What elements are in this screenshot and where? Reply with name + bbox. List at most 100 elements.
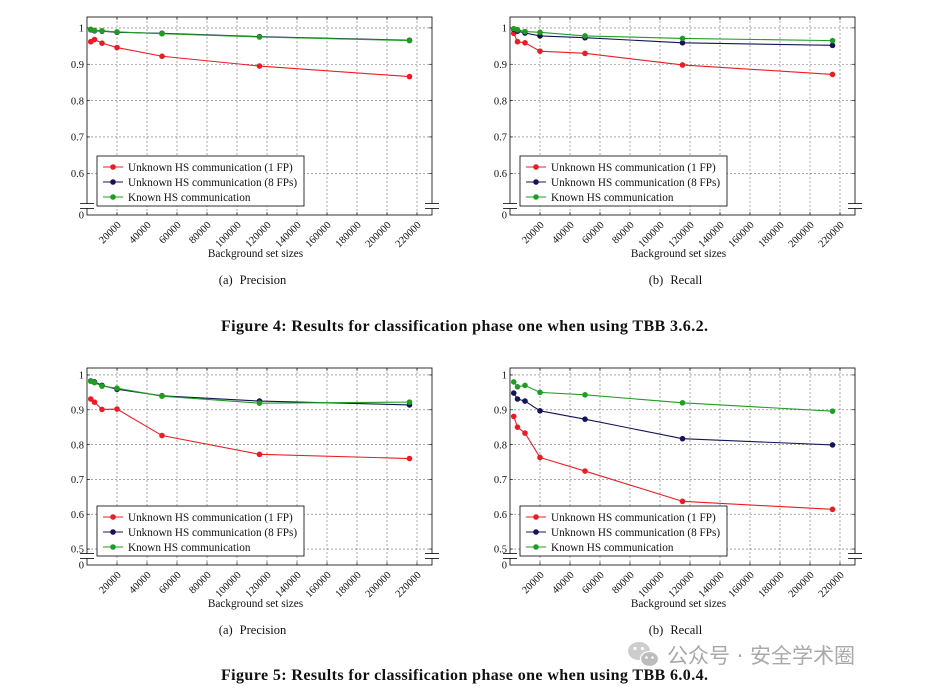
data-point [679,35,686,42]
data-point [114,29,120,35]
data-point [537,29,543,36]
data-point [99,383,105,389]
x-tick-label: 200000 [787,220,817,250]
data-point [679,62,686,68]
axis-break-gap [848,203,862,209]
data-point [537,389,543,396]
wechat-icon [628,642,660,668]
data-point [514,38,521,45]
axis-break-gap [80,553,94,559]
x-tick-label: 180000 [757,220,787,250]
legend-entry: Unknown HS communication (8 FPs) [103,177,297,189]
x-tick-label: 140000 [697,570,727,600]
x-tick-label: 160000 [727,220,757,250]
data-point [537,408,543,414]
data-point [256,400,263,406]
axis-break-gap [503,203,517,209]
subfigure-caption: (b) Recall [649,273,703,287]
subfigure-title: Recall [670,623,702,637]
axis-break-gap [80,203,94,209]
y-tick-label: 0.9 [71,405,84,416]
x-tick-label: 140000 [697,220,727,250]
x-tick-label: 200000 [364,220,394,250]
x-tick-label: 220000 [817,570,847,600]
data-point [522,430,528,436]
x-tick-label: 60000 [580,570,606,596]
data-point [679,40,686,46]
legend-label: Known HS communication [551,192,674,204]
x-tick-label: 40000 [550,220,576,246]
legend-label: Unknown HS communication (1 FP) [128,512,293,524]
y-tick-label: 0.6 [494,169,507,180]
legend-marker [533,179,539,185]
axis-break-gap [425,203,439,209]
legend-box [96,505,305,557]
axis-break-mark [425,203,439,209]
subfigure-label: (b) [649,273,664,287]
data-point [522,40,528,46]
data-point [582,468,588,474]
legend: Unknown HS communication (1 FP) Unknown H… [519,155,728,207]
y-tick-label: 0.8 [71,440,84,451]
data-point [99,40,105,46]
data-point [829,42,836,49]
legend-marker [533,164,539,170]
precision-chart-3: 0.5 0.6 0.7 0.8 0.9 1 0 20000 40000 60000 80000 100… [71,367,439,637]
axis-ticks [87,17,432,215]
legend-label: Unknown HS communication (1 FP) [551,512,716,524]
x-tick-label: 120000 [667,570,697,600]
legend-entry: Unknown HS communication (8 FPs) [526,527,720,539]
x-axis-label: Background set sizes [631,248,726,260]
x-tick-label: 80000 [187,220,213,246]
legend-entry: Unknown HS communication (1 FP) [526,512,716,524]
data-point [582,416,588,422]
legend-entry: Known HS communication [103,192,251,204]
x-tick-label: 20000 [520,570,546,596]
subfigure-caption: (b) Recall [649,623,703,637]
data-point [91,36,98,43]
x-tick-label: 140000 [274,220,304,250]
series-known-hs-communication [510,379,836,414]
data-point [406,73,413,80]
legend-label: Unknown HS communication (1 FP) [551,162,716,174]
y-tick-label: 0 [502,561,507,572]
x-tick-label: 160000 [304,570,334,600]
plot-frame [86,16,433,216]
legend-label: Unknown HS communication (8 FPs) [128,527,297,539]
y-tick-label: 0.8 [71,96,84,107]
x-tick-label: 180000 [334,570,364,600]
x-tick-label: 160000 [304,220,334,250]
y-tick-label: 1 [502,24,507,35]
axis-break-mark [503,553,517,559]
x-tick-label: 80000 [610,570,636,596]
legend-marker [110,164,116,170]
legend-marker [110,179,116,185]
y-tick-label: 0.7 [71,133,84,144]
y-tick-label: 0.6 [71,169,84,180]
legend-label: Known HS communication [551,542,674,554]
x-tick-label: 220000 [394,220,424,250]
x-tick-label: 20000 [97,220,123,246]
data-point [510,390,517,396]
data-point [829,506,836,513]
axis-break-gap [425,553,439,559]
y-tick-label: 0.8 [494,440,507,451]
x-tick-label: 100000 [214,570,244,600]
y-tick-label: 0 [502,211,507,222]
y-tick-label: 0.7 [494,475,507,486]
data-point [114,385,120,391]
y-tick-label: 1 [502,371,507,382]
subfigure-caption: (a) Precision [219,273,287,287]
data-point [522,28,528,35]
x-tick-label: 60000 [580,220,606,246]
legend-entry: Unknown HS communication (1 FP) [526,162,716,174]
series-known-hs-communication [87,378,413,406]
data-point [510,379,517,385]
legend-label: Known HS communication [128,192,251,204]
data-point [514,424,521,430]
subfigure-label: (a) [219,273,233,287]
y-tick-label: 0.7 [494,133,507,144]
y-tick-label: 0.9 [71,60,84,71]
